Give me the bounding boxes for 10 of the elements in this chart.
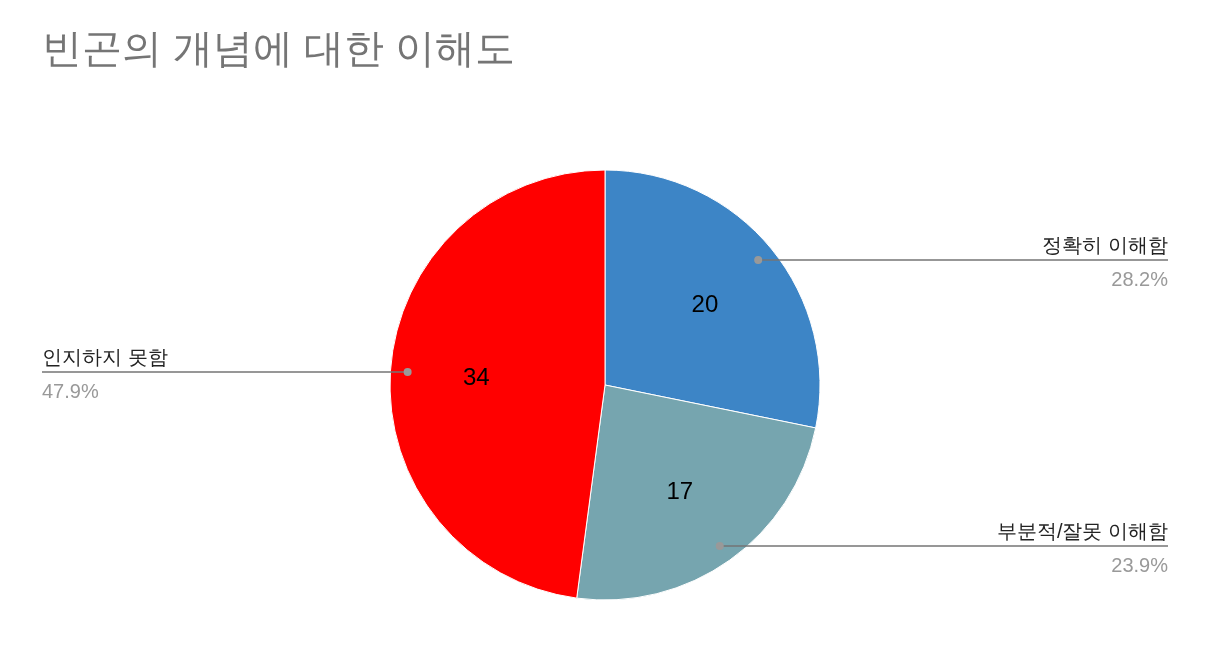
data-label: 23.9% (1111, 554, 1169, 577)
text: 34 (462, 363, 490, 391)
slice-label: 정확히 이해함 (1042, 233, 1168, 256)
text: 20 (691, 290, 719, 318)
text: 17 (666, 477, 694, 505)
data-label: 28.2% (1111, 267, 1169, 290)
chart-title: 빈곤의 개념에 대한 이해도 (42, 26, 516, 70)
slice-label: 부분적/잘못 이해함 (996, 520, 1168, 543)
data-label: 47.9% (42, 379, 99, 402)
slice-label: 인지하지 못함 (42, 345, 168, 368)
